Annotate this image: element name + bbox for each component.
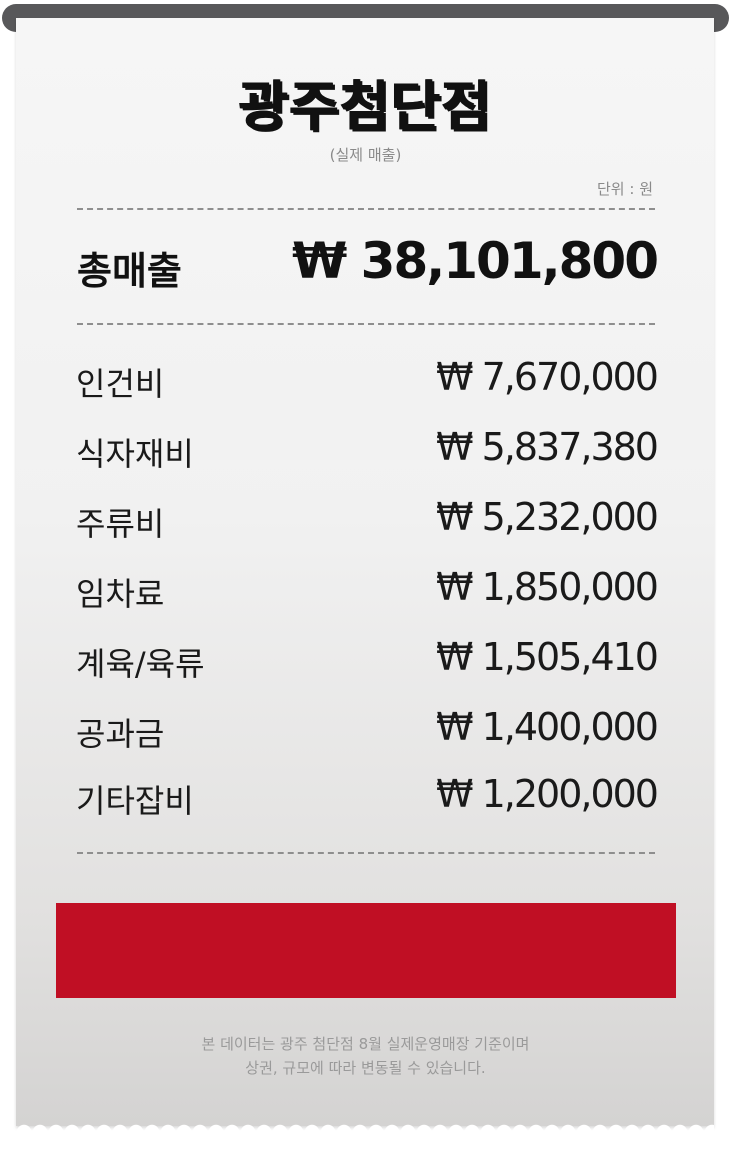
- expense-label-misc: 기타잡비: [76, 782, 194, 820]
- divider: [77, 208, 655, 210]
- expense-label-utilities: 공과금: [76, 715, 165, 753]
- divider: [77, 852, 655, 854]
- divider: [77, 323, 655, 325]
- expense-value-utilities: ₩ 1,400,000: [435, 705, 659, 749]
- expense-value-misc: ₩ 1,200,000: [435, 772, 659, 816]
- expense-value-ingredients: ₩ 5,837,380: [435, 425, 659, 469]
- unit-label: 단위 : 원: [597, 180, 653, 198]
- expense-value-meat: ₩ 1,505,410: [435, 635, 659, 679]
- subtitle: (실제 매출): [329, 146, 402, 164]
- expense-label-meat: 계육/육류: [76, 645, 205, 683]
- expense-label-ingredients: 식자재비: [76, 435, 194, 473]
- expense-label-rent: 임차료: [76, 575, 165, 613]
- total-sales-value: ₩ 38,101,800: [292, 232, 659, 290]
- receipt-torn-edge: [16, 1118, 714, 1132]
- store-title: 광주첨단점: [238, 75, 493, 138]
- expense-value-rent: ₩ 1,850,000: [435, 565, 659, 609]
- footnote-line-2: 상권, 규모에 따라 변동될 수 있습니다.: [245, 1059, 486, 1077]
- total-sales-label: 총매출: [77, 249, 182, 293]
- expense-label-liquor: 주류비: [76, 505, 165, 543]
- footnote-line-1: 본 데이터는 광주 첨단점 8월 실제운영매장 기준이며: [201, 1035, 530, 1053]
- expense-value-labor: ₩ 7,670,000: [435, 355, 659, 399]
- highlight-banner: [56, 903, 676, 998]
- expense-value-liquor: ₩ 5,232,000: [435, 495, 659, 539]
- expense-label-labor: 인건비: [76, 365, 165, 403]
